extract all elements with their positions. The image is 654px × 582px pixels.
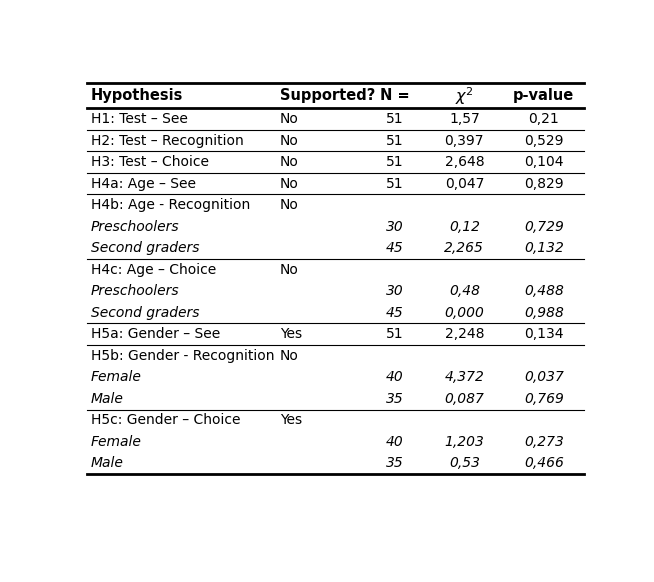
Text: Male: Male [91, 392, 124, 406]
Text: Preschoolers: Preschoolers [91, 284, 179, 298]
Text: 45: 45 [386, 306, 404, 320]
Text: 0,273: 0,273 [524, 435, 564, 449]
Text: No: No [280, 198, 298, 212]
Text: H3: Test – Choice: H3: Test – Choice [91, 155, 209, 169]
Text: H4c: Age – Choice: H4c: Age – Choice [91, 262, 216, 276]
Text: 1,57: 1,57 [449, 112, 479, 126]
Text: 35: 35 [386, 456, 404, 470]
Text: 40: 40 [386, 370, 404, 384]
Text: 2,265: 2,265 [444, 241, 484, 255]
Text: H4b: Age - Recognition: H4b: Age - Recognition [91, 198, 250, 212]
Text: H5a: Gender – See: H5a: Gender – See [91, 327, 220, 341]
Text: Yes: Yes [280, 413, 301, 427]
Text: 30: 30 [386, 284, 404, 298]
Text: 0,53: 0,53 [449, 456, 480, 470]
Text: 0,729: 0,729 [524, 219, 564, 234]
Text: 0,104: 0,104 [524, 155, 564, 169]
Text: 51: 51 [386, 177, 404, 191]
Text: Preschoolers: Preschoolers [91, 219, 179, 234]
Text: 0,466: 0,466 [524, 456, 564, 470]
Text: p-value: p-value [513, 88, 574, 104]
Text: H5c: Gender – Choice: H5c: Gender – Choice [91, 413, 241, 427]
Text: 2,648: 2,648 [445, 155, 484, 169]
Text: 0,21: 0,21 [528, 112, 559, 126]
Text: No: No [280, 112, 298, 126]
Text: Hypothesis: Hypothesis [91, 88, 183, 104]
Text: 0,397: 0,397 [445, 134, 484, 148]
Text: H5b: Gender - Recognition: H5b: Gender - Recognition [91, 349, 275, 363]
Text: 0,134: 0,134 [524, 327, 564, 341]
Text: H1: Test – See: H1: Test – See [91, 112, 188, 126]
Text: 0,047: 0,047 [445, 177, 484, 191]
Text: 30: 30 [386, 219, 404, 234]
Text: H4a: Age – See: H4a: Age – See [91, 177, 196, 191]
Text: 0,529: 0,529 [524, 134, 564, 148]
Text: 35: 35 [386, 392, 404, 406]
Text: Second graders: Second graders [91, 241, 199, 255]
Text: $\chi^2$: $\chi^2$ [455, 85, 473, 107]
Text: No: No [280, 134, 298, 148]
Text: 51: 51 [386, 327, 404, 341]
Text: Female: Female [91, 370, 142, 384]
Text: 0,000: 0,000 [444, 306, 484, 320]
Text: 0,12: 0,12 [449, 219, 480, 234]
Text: 1,203: 1,203 [444, 435, 484, 449]
Text: N =: N = [380, 88, 409, 104]
Text: 51: 51 [386, 155, 404, 169]
Text: 0,087: 0,087 [444, 392, 484, 406]
Text: 0,48: 0,48 [449, 284, 480, 298]
Text: 0,829: 0,829 [524, 177, 564, 191]
Text: Yes: Yes [280, 327, 301, 341]
Text: 0,488: 0,488 [524, 284, 564, 298]
Text: Second graders: Second graders [91, 306, 199, 320]
Text: H2: Test – Recognition: H2: Test – Recognition [91, 134, 244, 148]
Text: Supported?: Supported? [280, 88, 375, 104]
Text: 2,248: 2,248 [445, 327, 484, 341]
Text: No: No [280, 177, 298, 191]
Text: Male: Male [91, 456, 124, 470]
Text: 0,132: 0,132 [524, 241, 564, 255]
Text: 40: 40 [386, 435, 404, 449]
Text: 45: 45 [386, 241, 404, 255]
Text: 51: 51 [386, 134, 404, 148]
Text: No: No [280, 349, 298, 363]
Text: 0,988: 0,988 [524, 306, 564, 320]
Text: 0,769: 0,769 [524, 392, 564, 406]
Text: 51: 51 [386, 112, 404, 126]
Text: 4,372: 4,372 [444, 370, 484, 384]
Text: Female: Female [91, 435, 142, 449]
Text: 0,037: 0,037 [524, 370, 564, 384]
Text: No: No [280, 262, 298, 276]
Text: No: No [280, 155, 298, 169]
